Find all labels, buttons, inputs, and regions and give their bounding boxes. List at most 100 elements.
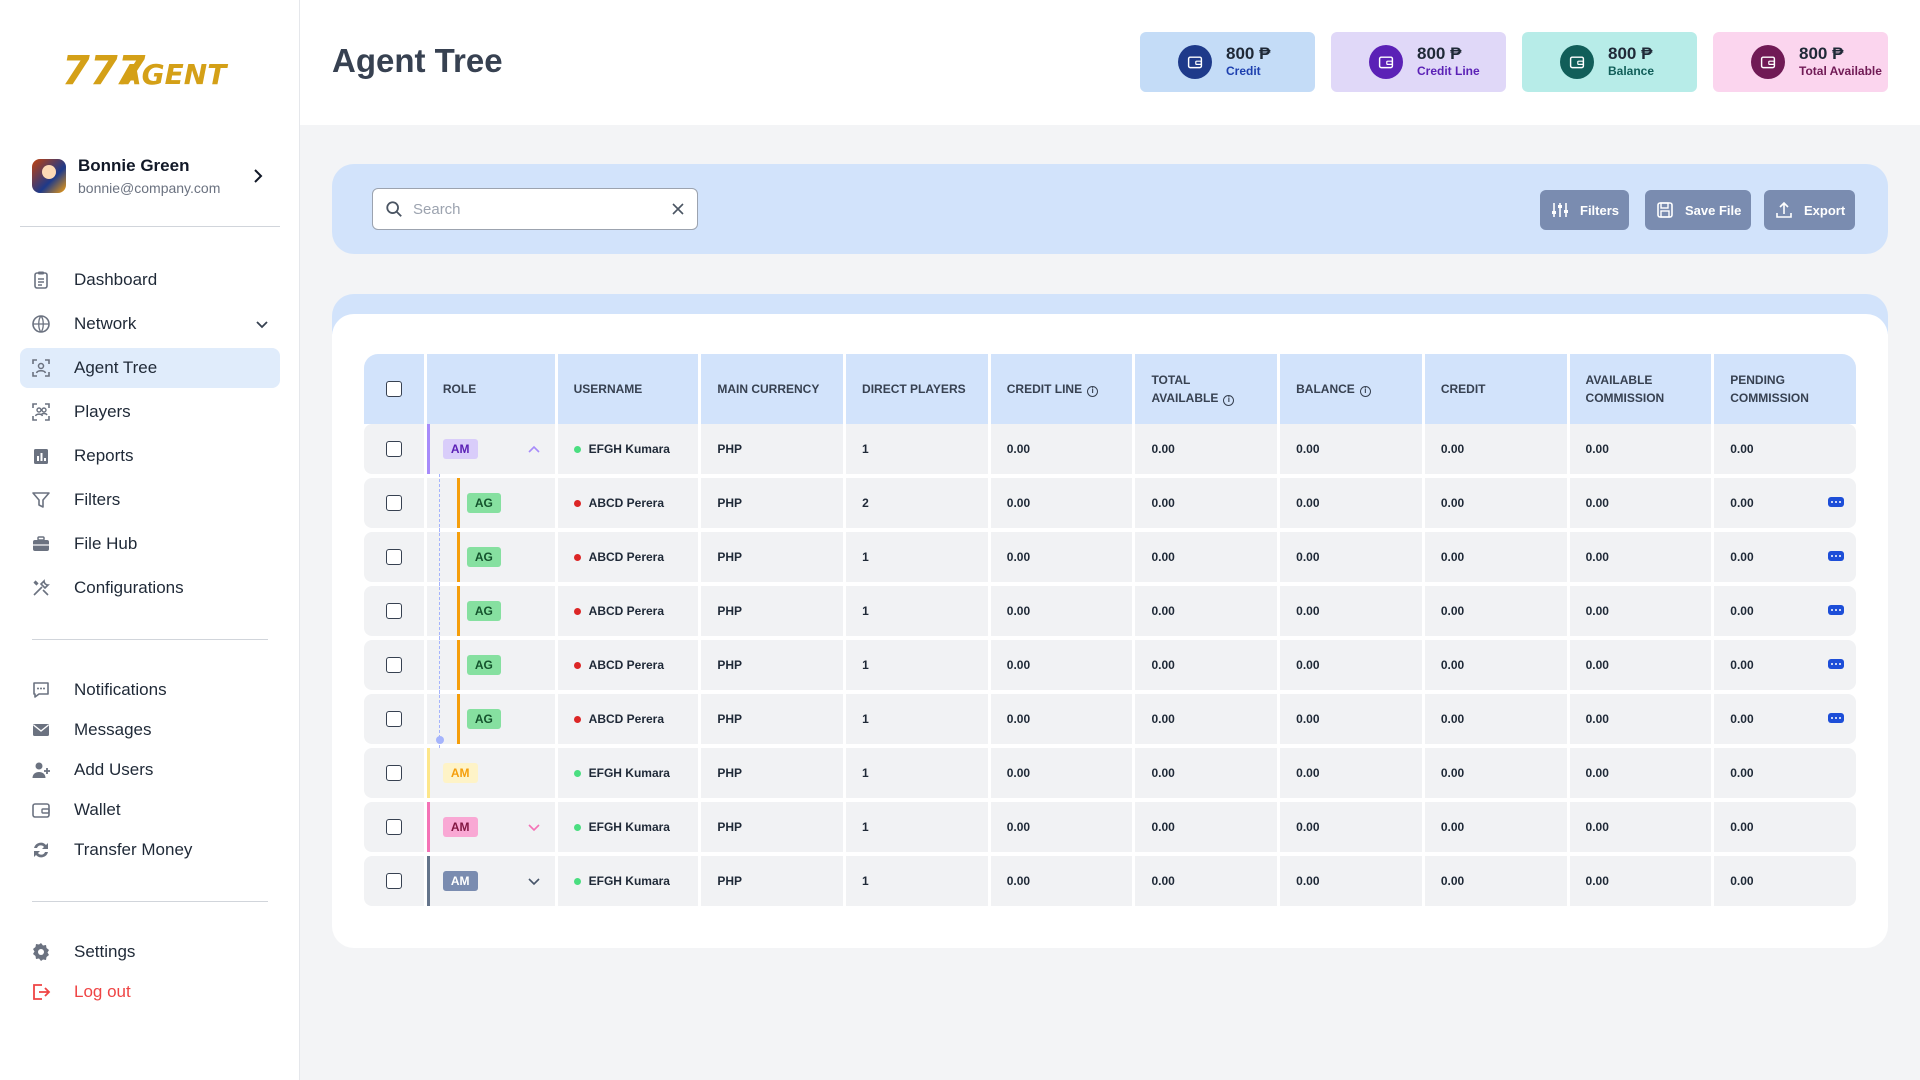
column-header-label: AVAILABLE (1151, 391, 1219, 405)
filter-icon (30, 489, 52, 511)
column-header[interactable]: MAIN CURRENCY (701, 354, 844, 424)
credit-line-value: 0.00 (1006, 604, 1031, 618)
column-header[interactable]: TOTAL AVAILABLE i (1135, 354, 1278, 424)
column-header[interactable]: DIRECT PLAYERS (846, 354, 988, 424)
sidebar-item-players[interactable]: Players (20, 392, 280, 432)
info-icon[interactable]: i (1359, 385, 1371, 397)
column-header[interactable]: AVAILABLE COMMISSION (1569, 354, 1712, 424)
more-actions-icon[interactable] (1827, 659, 1844, 669)
role-badge: AM (442, 871, 478, 891)
table-row[interactable]: AG ABCD Perera PHP 1 0.00 0.00 0.00 0.00 0.00 0.0… (364, 636, 1856, 694)
sliders-icon (1550, 200, 1570, 220)
row-checkbox[interactable] (385, 441, 402, 457)
sidebar-item-reports[interactable]: Reports (20, 436, 280, 476)
sidebar-item-wallet[interactable]: Wallet (20, 792, 280, 828)
table-row[interactable]: AG ABCD Perera PHP 1 0.00 0.00 0.00 0.00 0.00 0.0… (364, 582, 1856, 640)
clear-search-icon[interactable] (671, 202, 685, 216)
table-row[interactable]: AM EFGH Kumara PHP 1 0.00 0.00 0.00 0.00 0.00 0.0… (364, 424, 1856, 478)
table-row[interactable]: AM EFGH Kumara PHP 1 0.00 0.00 0.00 0.00 0.00 0.0… (364, 856, 1856, 910)
sidebar-item-agent-tree[interactable]: Agent Tree (20, 348, 280, 388)
more-actions-icon[interactable] (1827, 497, 1844, 507)
direct-players-cell: 1 (846, 532, 988, 582)
chevron-down-icon[interactable] (254, 316, 270, 332)
filters-button[interactable]: Filters (1540, 190, 1630, 230)
sidebar-item-dashboard[interactable]: Dashboard (20, 260, 280, 300)
save-icon (1655, 200, 1675, 220)
row-checkbox[interactable] (385, 657, 402, 673)
table-row[interactable]: AM EFGH Kumara PHP 1 0.00 0.00 0.00 0.00 0.00 0.0… (364, 748, 1856, 802)
chevron-down-icon[interactable] (527, 820, 541, 834)
save-file-button[interactable]: Save File (1645, 190, 1752, 230)
select-all-checkbox[interactable] (385, 381, 402, 397)
more-actions-icon[interactable] (1827, 713, 1844, 723)
credit-value: 0.00 (1440, 442, 1465, 456)
sidebar-item-configurations[interactable]: Configurations (20, 568, 280, 608)
more-actions-icon[interactable] (1827, 605, 1844, 615)
username-cell: ABCD Perera (557, 694, 699, 744)
table-row[interactable]: AG ABCD Perera PHP 1 0.00 0.00 0.00 0.00 0.00 0.0… (364, 528, 1856, 586)
tree-branch (456, 478, 460, 528)
column-header[interactable]: ROLE (426, 354, 555, 424)
info-icon[interactable]: i (1223, 394, 1235, 406)
search-input[interactable] (413, 200, 671, 218)
profile-card[interactable]: Bonnie Green bonnie@company.com (20, 150, 280, 202)
row-checkbox[interactable] (385, 765, 402, 781)
sidebar-item-transfer-money[interactable]: Transfer Money (20, 832, 280, 868)
balance-cell: 0.00 (1280, 424, 1422, 474)
sidebar-item-notifications[interactable]: Notifications (20, 672, 280, 708)
sidebar-item-network[interactable]: Network (20, 304, 280, 344)
column-header[interactable]: BALANCE i (1280, 354, 1422, 424)
pending-commission-value: 0.00 (1730, 712, 1754, 726)
info-icon[interactable]: i (1087, 385, 1099, 397)
sidebar-item-file-hub[interactable]: File Hub (20, 524, 280, 564)
credit-line-cell: 0.00 (990, 640, 1133, 690)
table-row[interactable]: AM EFGH Kumara PHP 1 0.00 0.00 0.00 0.00 0.00 0.0… (364, 802, 1856, 856)
export-button[interactable]: Export (1764, 190, 1856, 230)
brand-logo[interactable]: 777 AGENT (62, 44, 242, 94)
sidebar-item-settings[interactable]: Settings (20, 934, 280, 970)
column-header[interactable]: CREDIT LINE i (990, 354, 1133, 424)
username-text: ABCD Perera (588, 550, 665, 564)
chevron-right-icon[interactable] (248, 166, 268, 186)
stat-value: 800 ₱ (1799, 44, 1844, 63)
tree-branch (456, 586, 460, 636)
total-available-cell: 0.00 (1135, 586, 1278, 636)
wallet-icon (1369, 45, 1403, 79)
currency-cell: PHP (701, 856, 844, 906)
chevron-up-icon[interactable] (527, 442, 541, 456)
column-header[interactable]: PENDING COMMISSION (1714, 354, 1856, 424)
more-actions-icon[interactable] (1827, 551, 1844, 561)
total-available-value: 0.00 (1151, 766, 1175, 780)
currency-value: PHP (717, 604, 743, 618)
currency-cell: PHP (701, 640, 844, 690)
sidebar-item-add-users[interactable]: Add Users (20, 752, 280, 788)
search-box[interactable] (372, 188, 698, 230)
column-header[interactable]: USERNAME (557, 354, 699, 424)
briefcase-icon (30, 533, 52, 555)
total-available-value: 0.00 (1151, 442, 1175, 456)
username-cell: ABCD Perera (557, 478, 699, 528)
pending-commission-cell: 0.00 (1714, 586, 1856, 636)
row-checkbox[interactable] (385, 711, 402, 727)
row-checkbox[interactable] (385, 549, 402, 565)
sidebar-item-label: Configurations (74, 578, 184, 597)
table-row[interactable]: AG ABCD Perera PHP 2 0.00 0.00 0.00 0.00 0.00 0.0… (364, 474, 1856, 532)
sidebar-item-messages[interactable]: Messages (20, 712, 280, 748)
row-checkbox[interactable] (385, 819, 402, 835)
pending-commission-value: 0.00 (1730, 820, 1754, 834)
chevron-down-icon[interactable] (527, 874, 541, 888)
direct-players-cell: 1 (846, 802, 988, 852)
row-checkbox[interactable] (385, 495, 402, 511)
row-checkbox[interactable] (385, 873, 402, 889)
total-available-cell: 0.00 (1135, 424, 1278, 474)
upload-icon (1774, 200, 1794, 220)
row-checkbox[interactable] (385, 603, 402, 619)
column-header[interactable]: CREDIT (1424, 354, 1567, 424)
table-row[interactable]: AG ABCD Perera PHP 1 0.00 0.00 0.00 0.00 0.00 0.0… (364, 690, 1856, 748)
role-cell: AM (426, 856, 555, 906)
total-available-cell: 0.00 (1135, 748, 1278, 798)
sidebar-item-filters[interactable]: Filters (20, 480, 280, 520)
sidebar-item-log-out[interactable]: Log out (20, 974, 280, 1010)
status-dot (573, 445, 581, 453)
balance-value: 0.00 (1296, 766, 1320, 780)
